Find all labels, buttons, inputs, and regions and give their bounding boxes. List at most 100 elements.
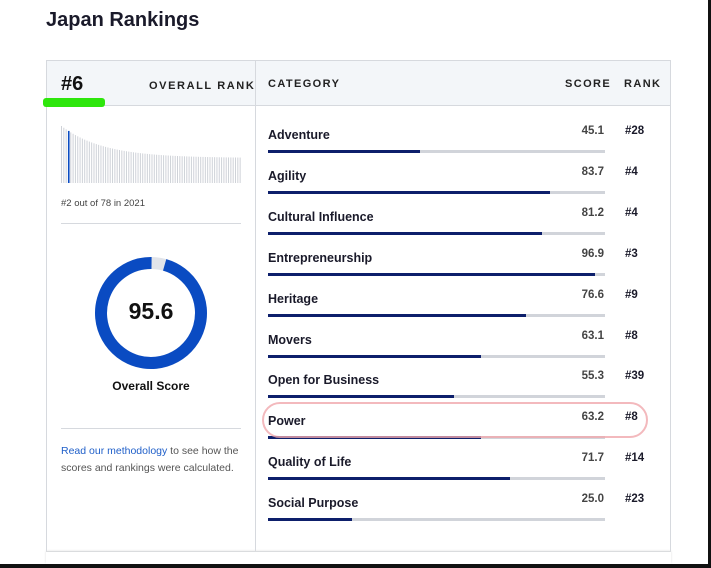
category-name: Open for Business (268, 373, 380, 388)
overall-rank: #6 (61, 73, 84, 95)
methodology-note: Read our methodology to see how the scor… (61, 445, 239, 474)
score-bar-track (268, 354, 605, 358)
score-header: SCORE (565, 78, 612, 90)
category-score: 45.1 (581, 125, 604, 137)
category-rank: #8 (625, 329, 638, 342)
highlight-mark (43, 98, 105, 107)
category-rank: #3 (625, 247, 638, 260)
rank-history-bar (95, 144, 97, 183)
rank-history-bar (84, 139, 86, 183)
rank-history-bar (146, 153, 148, 183)
overall-rank-label: OVERALL RANK (149, 80, 256, 92)
score-bar-fill (268, 395, 455, 399)
rank-history-bar (65, 129, 67, 183)
score-bar-fill (268, 150, 420, 153)
divider (61, 428, 241, 429)
category-row: Adventure 45.1 #28 (268, 119, 658, 160)
rank-history-bar (163, 155, 165, 183)
category-score: 55.3 (581, 370, 604, 383)
rank-history-bar (61, 126, 62, 183)
rank-history-bar (121, 150, 123, 183)
rank-history-bar (158, 154, 160, 183)
score-bar-fill (268, 231, 542, 235)
score-bar-track (268, 518, 605, 522)
score-bar-fill (268, 272, 595, 276)
score-bar-track (268, 150, 605, 153)
rank-history-bar (74, 135, 76, 183)
rank-history-bar (114, 149, 116, 183)
rankings-card: #6 OVERALL RANK CATEGORY SCORE RANK #2 o… (43, 60, 671, 552)
rank-history-bar (72, 133, 74, 183)
category-name: Agility (268, 168, 307, 183)
read-link[interactable]: Read our (61, 445, 108, 457)
rank-history-bar (130, 151, 132, 183)
category-row: Heritage 76.6 #9 (268, 283, 658, 324)
rank-history-bar (151, 154, 153, 183)
score-bar-track (268, 272, 605, 276)
rank-history-bar (116, 149, 118, 183)
screen-edge (0, 564, 711, 568)
rank-history-bar (186, 156, 188, 183)
rank-history-bar (204, 156, 206, 183)
rank-history-bar (67, 130, 70, 183)
rank-history-bar (211, 157, 213, 183)
score-bar-fill (268, 190, 551, 194)
rank-history-bar (105, 146, 107, 183)
rank-history-bar (200, 156, 202, 183)
rank-history-bar (207, 157, 209, 183)
rank-history-bar (177, 156, 178, 183)
rank-history-bar (93, 143, 95, 183)
category-score: 63.2 (581, 411, 604, 424)
category-rank: #4 (625, 165, 638, 178)
category-name: Entrepreneurship (268, 250, 373, 265)
rank-history-bar (63, 127, 65, 183)
rank-history-bar (144, 153, 146, 183)
score-bar-track (268, 231, 605, 235)
card-header (47, 61, 670, 106)
category-score: 96.9 (581, 247, 604, 260)
rank-history-bar (195, 156, 197, 183)
rank-history-bar (91, 142, 93, 183)
score-bar-track (268, 313, 605, 317)
category-score: 63.1 (581, 329, 604, 342)
column-divider (255, 61, 256, 551)
rank-history-bar (230, 157, 232, 183)
rank-history-bar (139, 153, 141, 183)
score-bar-fill (268, 477, 510, 481)
rank-history-bar (235, 157, 236, 183)
overall-score-value: 95.6 (128, 298, 174, 324)
rank-history-bar (107, 147, 109, 183)
category-row: Open for Business 55.3 #39 (268, 364, 658, 405)
methodology-link[interactable]: methodology (107, 445, 168, 457)
rank-history-bar (225, 157, 227, 183)
category-name: Quality of Life (268, 455, 352, 470)
rank-history-bar (172, 155, 174, 183)
divider (61, 223, 241, 224)
score-bar-fill (268, 354, 481, 358)
rank-history-bar (77, 136, 79, 183)
rank-history-bar (123, 150, 125, 183)
rank-history-bar (218, 157, 220, 183)
score-bar-track (268, 477, 605, 481)
rank-history-bar (142, 153, 144, 183)
rank-history-bar (160, 155, 162, 183)
rank-history-bar (132, 152, 134, 183)
rank-history-bar (214, 157, 216, 183)
rank-history-bar (156, 154, 158, 183)
category-score: 25.0 (581, 493, 604, 506)
rank-header: RANK (624, 78, 662, 90)
category-rank: #14 (625, 452, 645, 465)
rank-history-bar (209, 157, 211, 183)
rank-history-bar (167, 155, 169, 183)
category-row: Quality of Life 71.7 #14 (268, 446, 658, 487)
power-annotation-circle (262, 402, 648, 438)
rank-history-bar (86, 140, 88, 183)
rank-history-bar (128, 151, 130, 183)
category-score: 71.7 (581, 452, 604, 465)
score-bar-track (268, 395, 605, 399)
rank-history-bar (188, 156, 190, 183)
rank-history-bar (98, 144, 100, 183)
rank-history-bar (125, 151, 127, 183)
rank-history-bar (135, 152, 137, 183)
rank-history-bar (174, 155, 176, 183)
